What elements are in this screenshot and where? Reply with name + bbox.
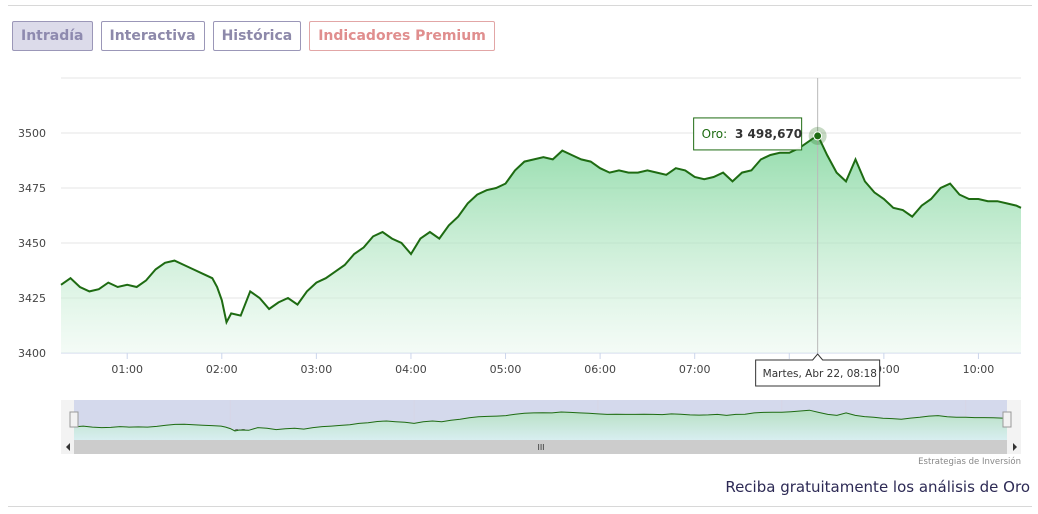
- gold-intraday-chart[interactable]: 3400 3425 3450 3475 3500 01:00 02:00 03:00 04:0…: [0, 60, 1038, 470]
- tooltip-value: 3 498,670: [735, 127, 802, 141]
- tooltip-box: [693, 117, 803, 151]
- price-line: [60, 133, 1022, 326]
- crosshair-date-label: Martes, Abr 22, 08:18: [755, 353, 881, 387]
- value-tooltip: Oro: 3 498,670: [693, 117, 803, 151]
- y-tick-label: 3425: [18, 292, 46, 305]
- navigator-area: [74, 410, 1007, 440]
- date-label-box: [755, 353, 881, 387]
- x-tick-label: 01:00: [111, 363, 143, 376]
- scroll-left-arrow-icon[interactable]: [66, 443, 70, 451]
- free-analysis-link[interactable]: Reciba gratuitamente los análisis de Oro: [725, 478, 1030, 496]
- tooltip-series-label: Oro:: [702, 127, 728, 141]
- y-tick-label: 3400: [18, 347, 46, 360]
- chart-tabs: Intradía Interactiva Histórica Indicador…: [12, 21, 495, 51]
- y-tick-label: 3475: [18, 182, 46, 195]
- chart-credits[interactable]: Estrategias de Inversión: [918, 456, 1021, 467]
- x-tick-label: 05:00: [490, 363, 522, 376]
- x-tick-label: 07:00: [679, 363, 711, 376]
- scrollbar-grip-icon: III: [537, 443, 544, 452]
- x-tick-label: 10:00: [963, 363, 995, 376]
- price-area: [61, 135, 1021, 353]
- top-divider: [8, 5, 1032, 6]
- bottom-divider: [8, 506, 1032, 507]
- x-tick-label: 03:00: [301, 363, 333, 376]
- tab-interactiva[interactable]: Interactiva: [100, 21, 205, 51]
- y-tick-label: 3450: [18, 237, 46, 250]
- hover-point[interactable]: [813, 131, 823, 141]
- navigator-left-handle[interactable]: [69, 411, 79, 428]
- tab-indicadores-premium[interactable]: Indicadores Premium: [309, 21, 495, 51]
- x-tick-label: 06:00: [584, 363, 616, 376]
- tooltip-text: Oro: 3 498,670: [702, 127, 803, 141]
- x-tick-label: 04:00: [395, 363, 427, 376]
- navigator-scrollbar[interactable]: III: [61, 440, 1021, 454]
- tab-intradia[interactable]: Intradía: [12, 21, 93, 51]
- y-tick-label: 3500: [18, 127, 46, 140]
- scroll-right-arrow-icon[interactable]: [1013, 443, 1017, 451]
- tab-historica[interactable]: Histórica: [212, 21, 302, 51]
- x-tick-label: 02:00: [206, 363, 238, 376]
- date-label-text: Martes, Abr 22, 08:18: [763, 368, 877, 380]
- scrollbar-thumb[interactable]: [74, 440, 1007, 454]
- navigator-right-handle[interactable]: [1002, 411, 1012, 428]
- navigator-line: [73, 409, 1008, 432]
